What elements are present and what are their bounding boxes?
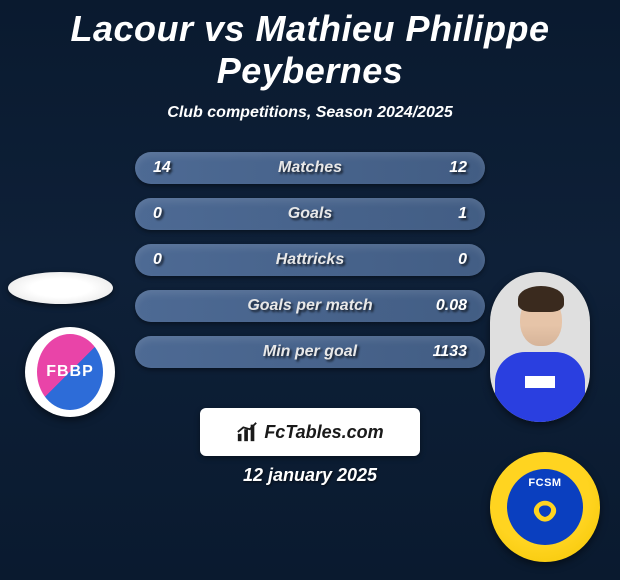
stat-label: Goals per match [135, 297, 485, 315]
stat-label: Goals [135, 205, 485, 223]
fbbp-logo-text: FBBP [46, 363, 94, 381]
left-club-logo: FBBP [25, 327, 115, 417]
stat-label: Hattricks [135, 251, 485, 269]
season-subtitle: Club competitions, Season 2024/2025 [0, 104, 620, 122]
stat-right-value: 0.08 [436, 297, 467, 315]
fctables-badge: FcTables.com [200, 408, 420, 456]
left-player-placeholder [8, 272, 113, 304]
fctables-label: FcTables.com [264, 422, 383, 443]
fbbp-logo-oval: FBBP [37, 334, 103, 410]
stat-left-value: 14 [153, 159, 171, 177]
comparison-content: FBBP 14 Matches 12 0 Goals 1 0 Hattricks… [0, 152, 620, 452]
player-hair [518, 286, 564, 312]
stat-left-value: 0 [153, 251, 162, 269]
stat-right-value: 1133 [433, 343, 467, 361]
stat-row-hattricks: 0 Hattricks 0 [135, 244, 485, 276]
stat-row-goals-per-match: Goals per match 0.08 [135, 290, 485, 322]
bars-icon [236, 421, 258, 443]
player-jersey [495, 352, 585, 422]
comparison-title: Lacour vs Mathieu Philippe Peybernes [0, 0, 620, 92]
stat-right-value: 12 [449, 159, 467, 177]
stat-label: Matches [135, 159, 485, 177]
lion-icon [525, 495, 565, 533]
right-player-photo [490, 272, 590, 422]
stat-right-value: 0 [458, 251, 467, 269]
stat-left-value: 0 [153, 205, 162, 223]
stat-bars: 14 Matches 12 0 Goals 1 0 Hattricks 0 Go… [135, 152, 485, 382]
stat-row-min-per-goal: Min per goal 1133 [135, 336, 485, 368]
stat-row-matches: 14 Matches 12 [135, 152, 485, 184]
generation-date: 12 january 2025 [0, 465, 620, 486]
stat-row-goals: 0 Goals 1 [135, 198, 485, 230]
stat-right-value: 1 [458, 205, 467, 223]
